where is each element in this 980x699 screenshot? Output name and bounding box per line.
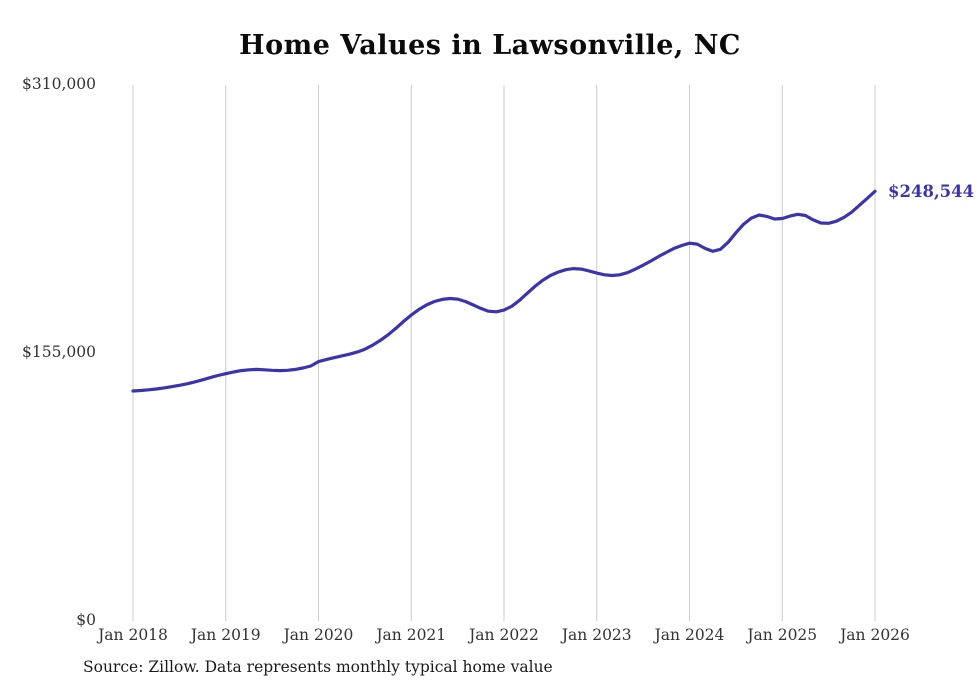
x-axis-tick-label: Jan 2021 xyxy=(376,626,447,644)
x-axis-tick-label: Jan 2023 xyxy=(561,626,632,644)
home-value-series-line xyxy=(131,189,877,393)
x-axis-tick-label: Jan 2024 xyxy=(654,626,725,644)
x-axis-tick-label: Jan 2025 xyxy=(747,626,818,644)
x-axis-tick-label: Jan 2019 xyxy=(190,626,261,644)
x-axis-tick-label: Jan 2020 xyxy=(283,626,354,644)
source-note: Source: Zillow. Data represents monthly … xyxy=(83,658,553,676)
x-axis-tick-label: Jan 2022 xyxy=(469,626,539,644)
x-axis-tick-label: Jan 2026 xyxy=(840,626,910,644)
y-axis-tick-label: $310,000 xyxy=(22,75,96,93)
chart-title: Home Values in Lawsonville, NC xyxy=(239,30,741,61)
latest-value-label: $248,544 xyxy=(888,182,975,202)
x-axis-tick-label: Jan 2018 xyxy=(98,626,168,644)
y-axis-tick-label: $0 xyxy=(76,611,96,629)
y-axis-tick-label: $155,000 xyxy=(22,343,96,361)
